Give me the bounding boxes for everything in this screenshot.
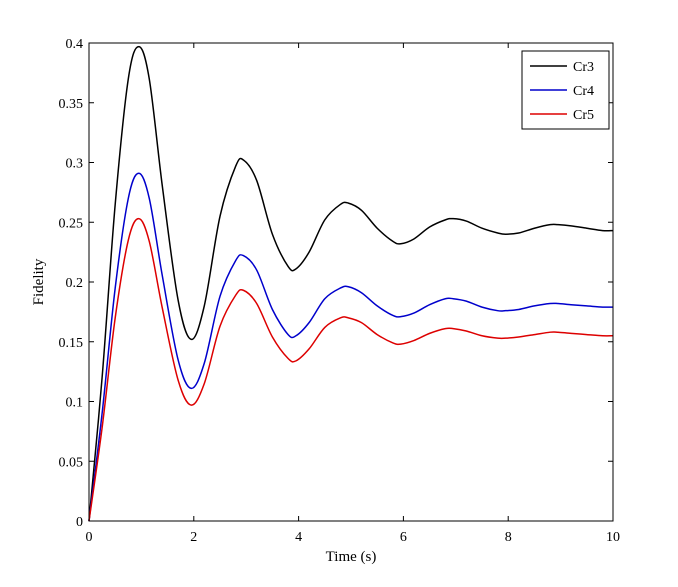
legend: Cr3 Cr4 Cr5 [521,50,610,130]
y-tick-label: 0.15 [59,336,84,351]
y-tick-label: 0.1 [66,396,84,411]
y-tick-label: 0.2 [66,276,84,291]
legend-label-cr4: Cr4 [573,84,594,99]
x-tick-label: 6 [400,530,407,545]
axis-ticks [88,42,614,522]
y-axis-label: Fidelity [31,258,47,305]
legend-label-cr3: Cr3 [573,60,594,75]
y-tick-label: 0.25 [59,216,84,231]
x-axis-label: Time (s) [326,549,377,565]
x-tick-label: 10 [606,530,620,545]
series-line-cr4 [88,172,614,522]
series-line-cr3 [88,45,614,522]
y-tick-label: 0.3 [66,157,84,172]
y-tick-label: 0.4 [66,37,84,52]
y-tick-label: 0 [76,515,83,530]
x-tick-label: 8 [505,530,512,545]
series-layer [88,45,614,522]
x-tick-label: 2 [190,530,197,545]
y-tick-label: 0.35 [59,97,84,112]
series-line-cr5 [88,217,614,522]
y-tick-label: 0.05 [59,455,84,470]
legend-entries: Cr3 Cr4 Cr5 [530,60,594,123]
legend-label-cr5: Cr5 [573,108,594,123]
x-tick-label: 4 [295,530,302,545]
axis-tick-labels: 0 2 4 6 8 10 0 0.05 0.1 0.15 0.2 0.25 0.3 0.35 0.4 [59,37,621,545]
x-tick-label: 0 [86,530,93,545]
